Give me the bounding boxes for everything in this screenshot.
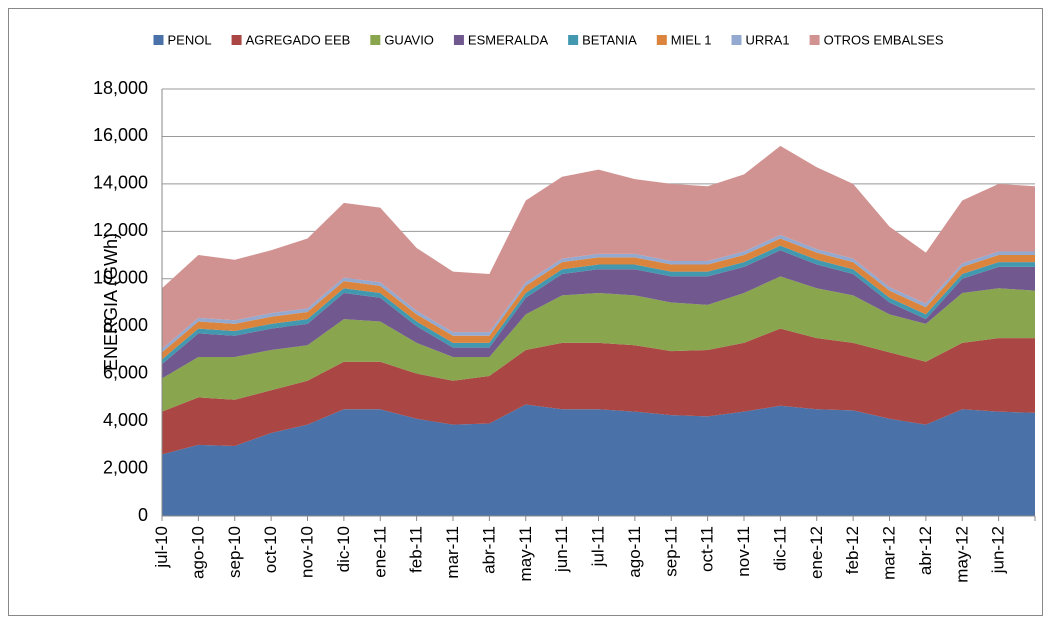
x-tick-label: may-11 [516, 526, 535, 581]
y-tick-label: 12,000 [93, 220, 148, 240]
x-tick-label: feb-11 [407, 526, 426, 573]
x-tick-label: feb-12 [843, 526, 862, 574]
y-tick-label: 4,000 [103, 410, 148, 430]
legend-swatch [809, 35, 820, 45]
y-axis-label: ENERGIA (GWh) [101, 233, 121, 371]
legend-swatch [731, 35, 742, 45]
x-tick-label: ene-11 [370, 526, 389, 578]
area [162, 145, 1035, 349]
y-tick-label: 16,000 [93, 125, 148, 145]
x-tick-label: sep-11 [661, 526, 680, 577]
legend-label: PENOL [167, 32, 211, 47]
y-tick-label: 8,000 [103, 315, 148, 335]
legend-swatch [656, 35, 667, 45]
x-tick-label: may-12 [952, 526, 971, 583]
area [162, 276, 1035, 412]
legend-swatch [568, 35, 579, 45]
area [162, 238, 1035, 360]
legend-label: MIEL 1 [671, 32, 712, 47]
x-tick-label: abr-11 [479, 526, 498, 574]
y-tick-label: 0 [138, 505, 148, 525]
x-tick-label: jun-11 [552, 526, 571, 573]
legend-label: BETANIA [582, 32, 637, 47]
x-tick-label: mar-11 [443, 526, 462, 579]
legend-label: GUAVIO [384, 32, 434, 47]
x-tick-label: nov-10 [298, 526, 317, 578]
x-tick-label: ago-10 [188, 526, 207, 579]
area [162, 250, 1035, 379]
legend-swatch [453, 35, 464, 45]
x-tick-label: dic-11 [770, 526, 789, 571]
x-tick-label: oct-11 [698, 526, 717, 572]
legend-swatch [153, 35, 164, 45]
x-tick-label: dic-10 [334, 526, 353, 572]
legend-label: ESMERALDA [468, 32, 549, 47]
legend-label: AGREGADO EEB [246, 32, 351, 47]
x-tick-label: mar-12 [880, 526, 899, 580]
x-tick-label: jun-12 [989, 526, 1008, 574]
legend-label: OTROS EMBALSES [824, 32, 944, 47]
x-tick-label: jul-11 [589, 526, 608, 567]
y-tick-label: 18,000 [93, 78, 148, 98]
y-tick-label: 14,000 [93, 173, 148, 193]
x-tick-label: abr-12 [916, 526, 935, 575]
y-tick-label: 10,000 [93, 268, 148, 288]
y-tick-label: 2,000 [103, 457, 148, 477]
x-tick-label: jul-10 [152, 526, 171, 569]
x-tick-label: ene-12 [807, 526, 826, 579]
area [162, 404, 1035, 516]
legend-swatch [231, 35, 242, 45]
legend-label: URRA1 [746, 32, 790, 47]
x-tick-label: ago-11 [625, 526, 644, 578]
legend-swatch [370, 35, 381, 45]
area [162, 245, 1035, 365]
x-tick-label: oct-10 [261, 526, 280, 573]
area [162, 328, 1035, 455]
x-tick-label: sep-10 [225, 526, 244, 578]
y-tick-label: 6,000 [103, 362, 148, 382]
x-tick-label: nov-11 [734, 526, 753, 577]
